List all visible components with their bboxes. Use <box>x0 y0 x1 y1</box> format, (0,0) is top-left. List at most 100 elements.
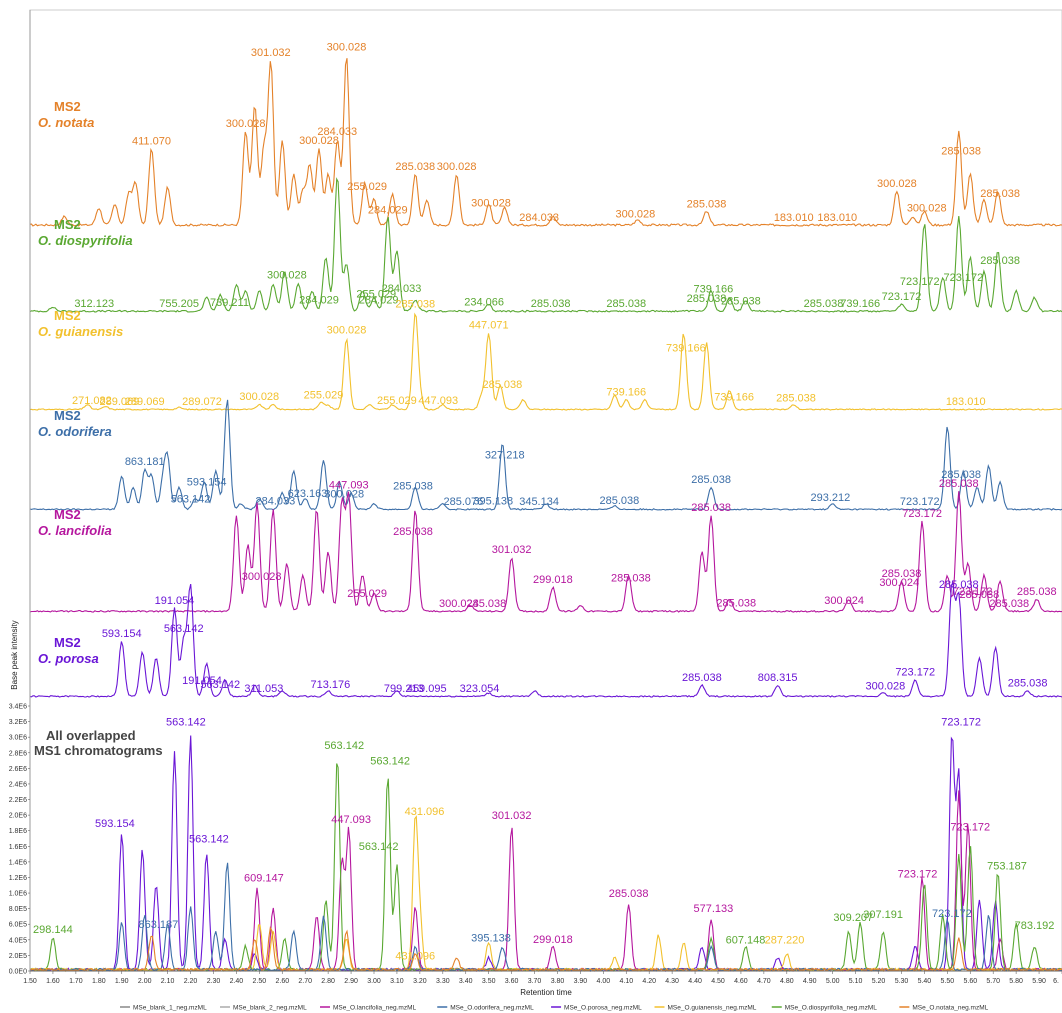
ms2-peak-label: 300.028 <box>239 391 279 403</box>
ms2-peak-label: 285.038 <box>776 393 816 405</box>
ms2-peak-label: 300.028 <box>437 161 477 173</box>
ms2-peak-label: 285.038 <box>606 298 646 310</box>
legend-entry: MSe_blank_2_neg.mzML <box>233 1005 307 1012</box>
x-tick-label: 1.70 <box>69 978 83 985</box>
ms2-peak-label: 563.142 <box>200 679 240 691</box>
ms2-peak-label: 723.172 <box>953 586 993 598</box>
x-axis-label: Retention time <box>520 988 572 997</box>
ms2-peak-label: 285.038 <box>941 469 981 481</box>
legend-entry: MSe_O.notata_neg.mzML <box>912 1005 988 1012</box>
ms2-peak-label: 723.172 <box>900 496 940 508</box>
ms1-title-line2: MS1 chromatograms <box>34 743 163 758</box>
ms2-peak-label: 285.038 <box>691 474 731 486</box>
legend-entry: MSe_blank_1_neg.mzML <box>133 1005 207 1012</box>
ms2-peak-label: 285.038 <box>393 481 433 493</box>
ms1-peak-label: 563.142 <box>370 756 410 768</box>
ms2-peak-label: 723.172 <box>900 276 940 288</box>
ms2-peak-label: 285.038 <box>393 526 433 538</box>
x-tick-label: 3.80 <box>551 978 565 985</box>
ms2-peak-label: 323.054 <box>460 683 500 695</box>
x-tick-label: 5.90 <box>1032 978 1046 985</box>
x-tick-label: 5.40 <box>918 978 932 985</box>
ms2-peak-label: 255.029 <box>347 181 387 193</box>
ms2-peak-label: 723.172 <box>902 508 942 520</box>
ms2-panel-ms-label: MS2 <box>54 217 81 232</box>
ms2-peak-label: 593.154 <box>187 476 227 488</box>
ms2-peak-label: 284.029 <box>359 294 399 306</box>
ms2-peak-label: 255.029 <box>347 588 387 600</box>
x-tick-label: 3.90 <box>574 978 588 985</box>
x-tick-label: 4.20 <box>642 978 656 985</box>
ms2-peak-label: 285.038 <box>467 598 507 610</box>
ms2-peak-label: 301.032 <box>492 544 532 556</box>
ms2-panel-species-label: O. notata <box>38 115 94 130</box>
ms2-peak-label: 411.070 <box>132 136 171 148</box>
x-tick-label: 3.10 <box>390 978 404 985</box>
ms2-peak-label: 183.010 <box>946 396 986 408</box>
ms2-peak-label: 863.181 <box>125 456 165 468</box>
y-axis-label: Base peak intensity <box>10 620 19 689</box>
ms2-peak-label: 300.028 <box>324 488 364 500</box>
ms1-peak-label: 285.038 <box>609 888 649 900</box>
ms2-peak-label: 447.093 <box>329 479 369 491</box>
x-tick-label: 1.60 <box>46 978 60 985</box>
ms2-peak-label: 285.038 <box>721 295 761 307</box>
x-tick-label: 2.00 <box>138 978 152 985</box>
ms2-peak-label: 799.213 <box>384 683 424 695</box>
x-tick-label: 2.20 <box>184 978 198 985</box>
ms2-panels: MS2 O. notata 301.032 300.028 300.028 411.070… <box>29 42 1062 698</box>
ms1-peak-label: 783.192 <box>1015 920 1055 932</box>
ms2-peak-label: 395.138 <box>473 496 513 508</box>
ms2-peak-label: 300.028 <box>327 42 367 54</box>
ms2-peak-label: 739.166 <box>714 391 754 403</box>
ms2-peak-label: 289.072 <box>182 396 222 408</box>
y-tick-label: 2.0E6 <box>9 813 27 820</box>
ms2-peak-label: 300.028 <box>616 208 656 220</box>
legend: MSe_blank_1_neg.mzML MSe_blank_2_neg.mzML… <box>120 1005 989 1012</box>
y-tick-label: 1.6E6 <box>9 844 27 851</box>
ms1-peak-label: 723.172 <box>898 869 938 881</box>
ms2-peak-label: 183.010 <box>817 212 857 224</box>
ms2-peak-label: 285.038 <box>611 573 651 585</box>
ms2-peak-label: 300.024 <box>439 598 479 610</box>
legend-entry: MSe_O.lancifolia_neg.mzML <box>333 1005 416 1012</box>
ms1-peak-label: 723.172 <box>932 908 972 920</box>
ms2-peak-label: 289.069 <box>125 396 165 408</box>
y-tick-label: 2.0E5 <box>9 953 27 960</box>
ms2-peak-label: 723.172 <box>944 272 984 284</box>
ms2-panel-species-label: O. lancifolia <box>38 523 112 538</box>
x-tick-label: 2.30 <box>207 978 221 985</box>
x-tick-label: 3.20 <box>413 978 427 985</box>
plot-frame <box>29 9 1062 972</box>
ms2-peak-label: 285.038 <box>989 598 1029 610</box>
ms2-peak-label: 563.142 <box>171 493 211 505</box>
y-tick-label: 2.6E6 <box>9 766 27 773</box>
ms1-peak-label: 563.142 <box>359 841 399 853</box>
ms2-panel-species-label: O. guianensis <box>38 324 123 339</box>
ms2-peak-label: 300.028 <box>299 135 339 147</box>
ms1-peak-label: 301.032 <box>492 810 532 822</box>
x-tick-label: 4.00 <box>596 978 610 985</box>
x-tick-label: 4.60 <box>734 978 748 985</box>
ms2-peak-label: 713.176 <box>311 679 351 691</box>
ms2-peak-label: 285.038 <box>716 598 756 610</box>
x-tick-label: 4.30 <box>665 978 679 985</box>
ms1-peak-label: 753.187 <box>987 861 1027 873</box>
ms1-peak-label: 431.096 <box>405 806 445 818</box>
ms2-peak-label: 284.033 <box>256 495 296 507</box>
ms2-peak-label: 285.038 <box>960 589 1000 601</box>
x-tick-label: 4.90 <box>803 978 817 985</box>
x-tick-label: 6. <box>1053 978 1059 985</box>
ms2-peak-label: 311.053 <box>244 683 283 695</box>
ms2-peak-label: 285.038 <box>395 161 435 173</box>
ms1-title-line1: All overlapped <box>46 728 136 743</box>
ms2-peak-label: 191.054 <box>182 675 222 687</box>
x-tick-label: 2.90 <box>344 978 358 985</box>
ms2-panel-species-label: O. porosa <box>38 651 99 666</box>
x-tick-label: 2.50 <box>252 978 266 985</box>
ms2-peak-label: 300.028 <box>242 571 282 583</box>
